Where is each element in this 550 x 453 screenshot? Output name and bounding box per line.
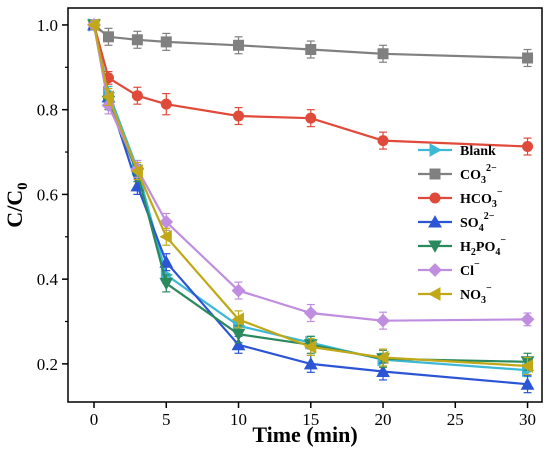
legend-marker-h2po4 xyxy=(428,240,442,253)
x-tick-label: 25 xyxy=(447,410,464,429)
y-tick-label: 1.0 xyxy=(37,16,58,35)
series-layer xyxy=(87,18,535,394)
data-point-no3 xyxy=(520,359,533,373)
series-line-hco3 xyxy=(92,24,528,148)
data-point-no3 xyxy=(231,312,244,327)
legend-item-so4: SO42− xyxy=(418,211,495,234)
y-tick-label: 0.4 xyxy=(37,270,59,289)
plot-frame xyxy=(67,7,543,403)
data-point-so4 xyxy=(159,255,174,268)
data-point-hco3 xyxy=(522,141,534,153)
legend-marker-hco3 xyxy=(429,192,441,204)
x-tick-label: 10 xyxy=(230,410,247,429)
data-point-cl xyxy=(376,313,390,328)
legend-item-no3: NO3− xyxy=(418,283,492,306)
legend-item-hco3: HCO3− xyxy=(418,187,503,210)
data-point-co3 xyxy=(131,34,143,46)
series-hco3 xyxy=(88,19,534,156)
legend-marker-no3 xyxy=(428,287,441,301)
data-point-no3 xyxy=(303,340,317,354)
data-point-co3 xyxy=(377,48,389,60)
x-tick-label: 20 xyxy=(375,410,392,429)
data-point-cl xyxy=(159,215,174,229)
legend-marker-so4 xyxy=(428,215,442,228)
data-point-co3 xyxy=(102,31,114,43)
legend-item-co3: CO32− xyxy=(418,163,497,186)
data-point-co3 xyxy=(522,52,534,64)
data-point-co3 xyxy=(233,39,245,51)
data-point-cl xyxy=(303,306,318,320)
y-axis-title-main: C/C xyxy=(2,190,27,228)
data-point-so4 xyxy=(303,357,318,370)
legend-item-cl: Cl− xyxy=(418,259,480,279)
data-point-no3 xyxy=(376,350,389,365)
data-point-hco3 xyxy=(160,98,172,110)
legend-marker-blank xyxy=(429,143,442,157)
x-tick-label: 15 xyxy=(302,410,319,429)
data-point-h2po4 xyxy=(159,277,174,291)
data-point-no3 xyxy=(101,90,114,104)
y-axis-title: C/C0 xyxy=(2,182,31,227)
data-point-hco3 xyxy=(131,90,143,102)
legend-label-so4: SO42− xyxy=(460,211,495,234)
legend-label-hco3: HCO3− xyxy=(460,187,503,210)
series-line-cl xyxy=(92,24,528,322)
legend-item-blank: Blank xyxy=(418,143,496,159)
legend-label-co3: CO32− xyxy=(460,163,497,186)
legend-item-h2po4: H2PO4− xyxy=(418,235,506,258)
data-point-hco3 xyxy=(305,112,317,124)
y-axis-title-sub: 0 xyxy=(15,182,31,190)
data-point-no3 xyxy=(87,18,100,32)
y-tick-label: 0.8 xyxy=(37,101,58,120)
legend: Blank CO32−HCO3−SO42−H2PO4−Cl− NO3− xyxy=(418,143,506,306)
x-tick-label: 30 xyxy=(519,410,536,429)
series-no3 xyxy=(87,18,533,376)
data-point-cl xyxy=(520,312,535,327)
x-tick-label: 5 xyxy=(162,410,171,429)
series-line-no3 xyxy=(92,24,528,368)
legend-marker-cl xyxy=(428,263,442,277)
data-point-no3 xyxy=(130,164,143,178)
legend-label-blank: Blank xyxy=(460,144,496,159)
data-point-h2po4 xyxy=(231,328,246,342)
legend-marker-co3 xyxy=(429,168,441,180)
y-tick-label: 0.2 xyxy=(37,355,58,374)
legend-label-cl: Cl− xyxy=(460,259,480,279)
y-tick-label: 0.6 xyxy=(37,185,58,204)
data-point-so4 xyxy=(231,337,246,351)
legend-label-no3: NO3− xyxy=(460,283,492,306)
axes-layer: 0 5 10 15 20 25 30 0.2 0.4 0.6 0.8 1.0 xyxy=(37,16,536,429)
x-tick-label: 0 xyxy=(90,410,99,429)
data-point-no3 xyxy=(159,229,172,244)
series-co3 xyxy=(88,19,534,68)
data-point-cl xyxy=(231,283,246,298)
data-point-so4 xyxy=(520,377,535,390)
data-point-co3 xyxy=(160,36,172,48)
data-point-co3 xyxy=(305,44,317,56)
data-point-so4 xyxy=(376,364,390,377)
data-point-hco3 xyxy=(233,110,245,122)
data-point-hco3 xyxy=(377,135,389,147)
x-axis-title: Time (min) xyxy=(252,422,357,447)
legend-label-h2po4: H2PO4− xyxy=(460,235,506,258)
